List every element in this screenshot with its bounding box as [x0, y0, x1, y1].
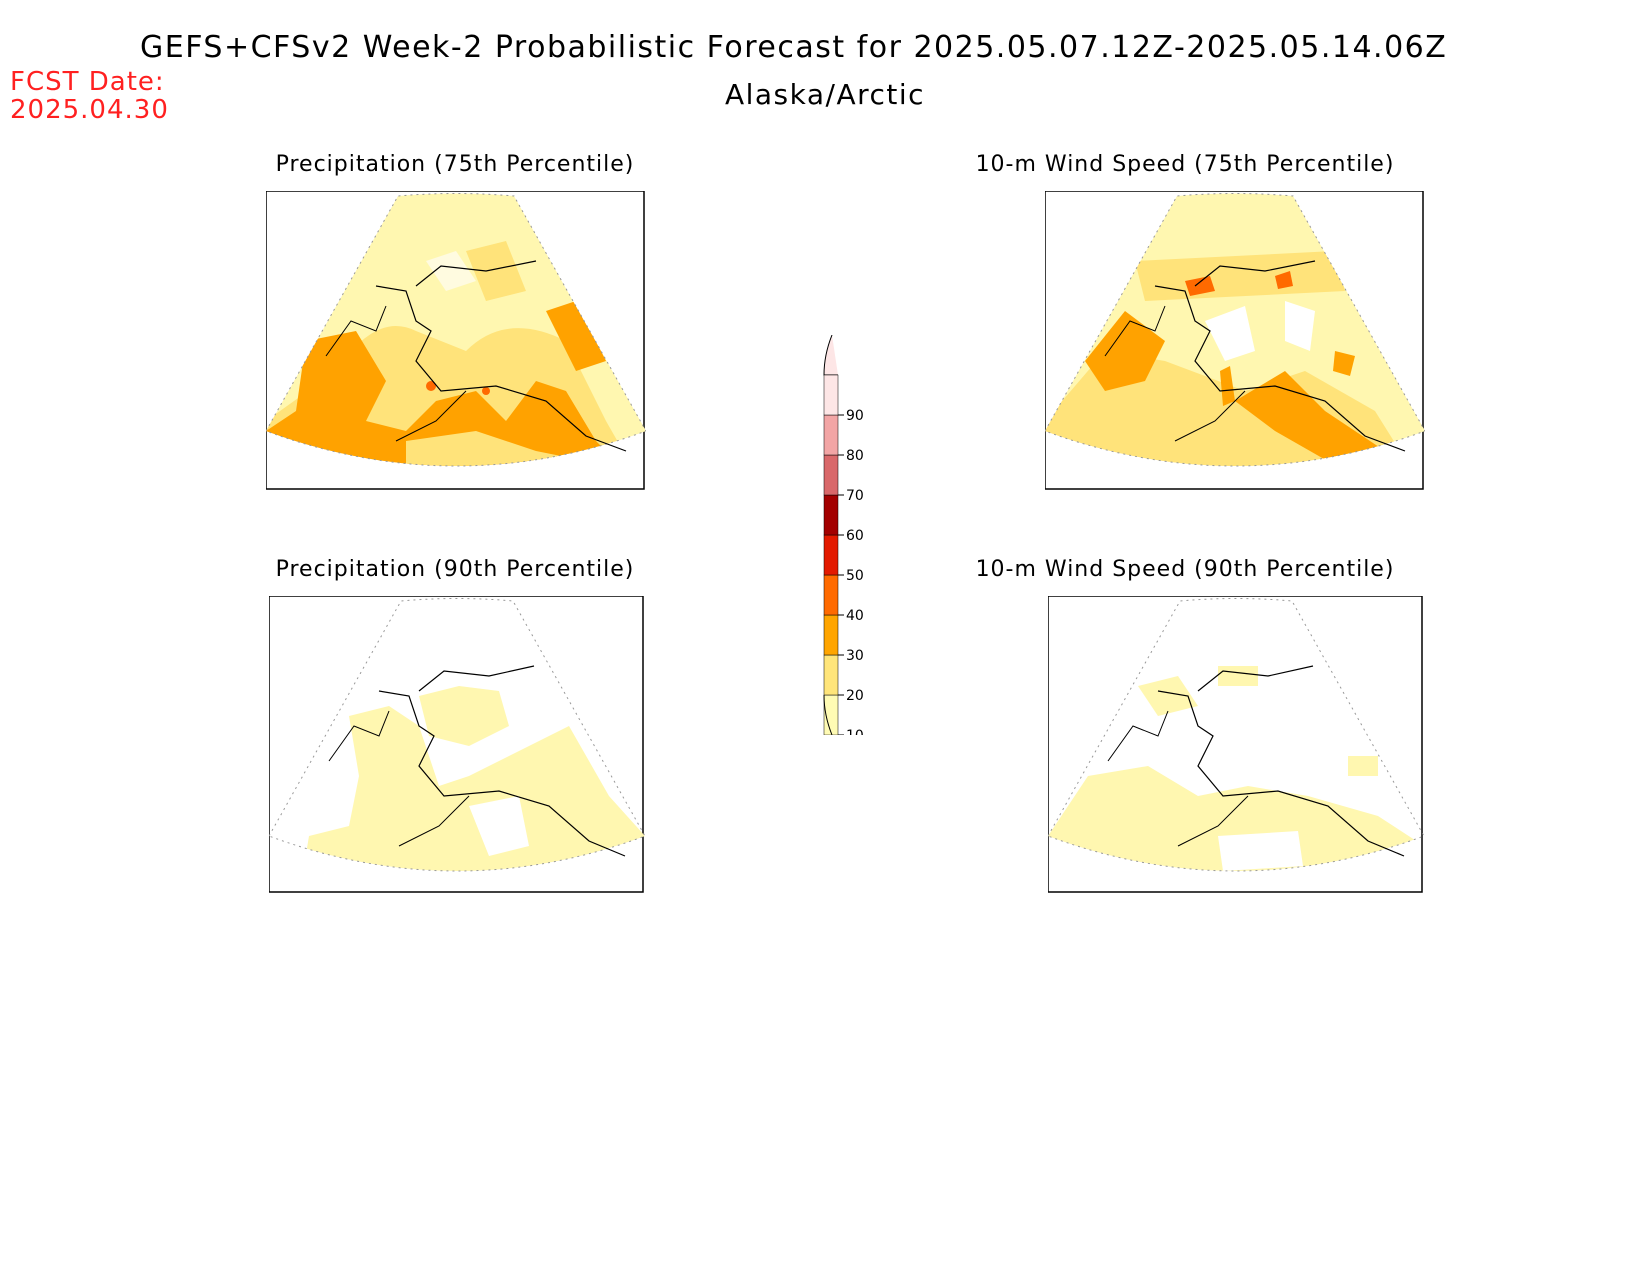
colorbar-swatch — [823, 614, 839, 656]
map-panel-wind-75 — [1045, 191, 1425, 490]
colorbar-swatch — [823, 574, 839, 616]
colorbar-label: 70 — [846, 488, 864, 504]
map-panel-precip-90 — [269, 596, 645, 893]
forecast-date-block: FCST Date: 2025.04.30 — [10, 68, 169, 124]
colorbar-label: 80 — [846, 448, 864, 464]
map-subtitle: Alaska/Arctic — [0, 78, 1650, 111]
colorbar-swatch — [823, 654, 839, 696]
colorbar: 10 20 30 40 50 60 70 80 90 — [823, 335, 864, 735]
map-panel-precip-75 — [266, 191, 646, 490]
map-panel-wind-90 — [1048, 596, 1424, 893]
colorbar-swatch — [823, 374, 839, 416]
colorbar-swatch — [823, 454, 839, 496]
panel-title-wind-90: 10-m Wind Speed (90th Percentile) — [975, 557, 1395, 582]
colorbar-label: 40 — [846, 608, 864, 624]
colorbar-swatch — [823, 414, 839, 456]
colorbar-swatch — [823, 534, 839, 576]
forecast-date-value: 2025.04.30 — [10, 95, 169, 125]
colorbar-label: 50 — [846, 568, 864, 584]
colorbar-label: 90 — [846, 408, 864, 424]
forecast-date-label: FCST Date: — [10, 67, 165, 97]
panel-title-precip-90: Precipitation (90th Percentile) — [275, 557, 635, 582]
panel-title-precip-75: Precipitation (75th Percentile) — [275, 152, 635, 177]
colorbar-swatch — [823, 494, 839, 536]
colorbar-label: 60 — [846, 528, 864, 544]
panel-title-wind-75: 10-m Wind Speed (75th Percentile) — [975, 152, 1395, 177]
map-title: GEFS+CFSv2 Week-2 Probabilistic Forecast… — [140, 30, 1448, 65]
region-label: Alaska/Arctic — [724, 78, 926, 111]
colorbar-label: 10 — [846, 728, 864, 735]
colorbar-label: 30 — [846, 648, 864, 664]
colorbar-label: 20 — [846, 688, 864, 704]
